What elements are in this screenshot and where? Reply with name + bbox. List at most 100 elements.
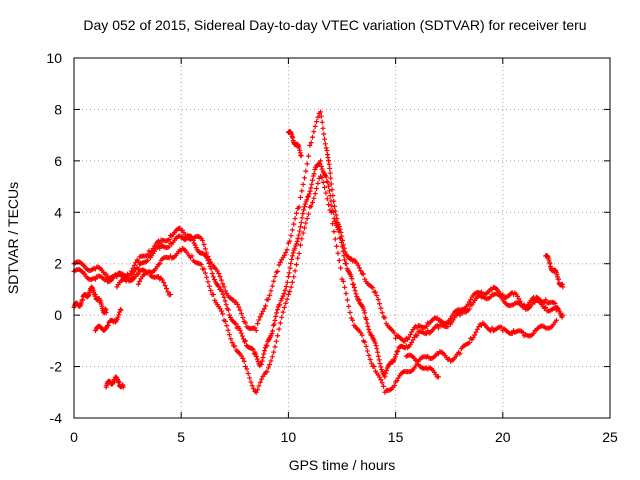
data-point: [202, 246, 208, 252]
data-point: [253, 351, 259, 357]
data-point: [395, 348, 401, 354]
data-point: [344, 297, 350, 303]
data-point: [367, 357, 373, 363]
series-arc_isolated: [103, 374, 126, 390]
data-point: [532, 297, 538, 303]
data-point: [229, 340, 235, 346]
data-point: [233, 321, 239, 327]
data-point: [277, 302, 283, 308]
data-point: [161, 280, 167, 286]
data-point: [254, 356, 260, 362]
data-point: [348, 273, 354, 279]
data-point: [209, 270, 215, 276]
data-point: [560, 312, 566, 318]
data-point: [282, 287, 288, 293]
data-point: [289, 227, 295, 233]
data-point: [308, 203, 314, 209]
data-point: [214, 268, 220, 274]
data-point: [208, 266, 214, 272]
data-point: [319, 119, 325, 125]
data-point: [237, 307, 243, 313]
data-point: [280, 309, 286, 315]
data-point: [320, 179, 326, 185]
data-point: [130, 265, 136, 271]
data-point: [217, 274, 223, 280]
y-tick-label: -2: [50, 359, 63, 375]
data-point: [166, 236, 172, 242]
data-point: [288, 261, 294, 267]
data-point: [261, 351, 267, 357]
data-point: [379, 310, 385, 316]
data-point: [273, 338, 279, 344]
data-point: [222, 298, 228, 304]
data-point: [342, 257, 348, 263]
data-point: [157, 240, 163, 246]
data-point: [489, 325, 495, 331]
data-point: [312, 191, 318, 197]
data-point: [359, 332, 365, 338]
data-point: [364, 320, 370, 326]
data-point: [218, 308, 224, 314]
data-point: [224, 323, 230, 329]
data-point: [310, 134, 316, 140]
data-point: [330, 221, 336, 227]
data-point: [103, 310, 109, 316]
axis-ticks: 0 5 10 15 20 25 -4 -2 0 2 4 6 8 10: [46, 50, 618, 445]
data-point: [261, 306, 267, 312]
data-point: [374, 346, 380, 352]
data-point: [265, 365, 271, 371]
data-point: [318, 109, 324, 115]
series-arc_lower_left: [71, 284, 109, 316]
data-point: [222, 318, 228, 324]
data-point: [276, 262, 282, 268]
x-tick-label: 0: [70, 429, 78, 445]
data-point: [304, 197, 310, 203]
data-point: [289, 256, 295, 262]
grid-lines: [74, 58, 610, 418]
data-point: [383, 367, 389, 373]
data-points: [71, 109, 566, 395]
data-point: [135, 281, 141, 287]
data-point: [474, 326, 480, 332]
data-point: [272, 274, 278, 280]
data-point: [210, 274, 216, 280]
data-point: [301, 225, 307, 231]
data-point: [281, 290, 287, 296]
data-point: [293, 241, 299, 247]
data-point: [322, 185, 328, 191]
data-point: [301, 207, 307, 213]
data-point: [118, 307, 124, 313]
data-point: [103, 271, 109, 277]
y-tick-label: 6: [54, 153, 62, 169]
data-point: [307, 188, 313, 194]
data-point: [321, 131, 327, 137]
data-point: [277, 320, 283, 326]
data-point: [159, 277, 165, 283]
data-point: [286, 270, 292, 276]
data-point: [255, 321, 261, 327]
data-point: [291, 274, 297, 280]
data-point: [269, 331, 275, 337]
data-point: [362, 310, 368, 316]
data-point: [163, 286, 169, 292]
data-point: [297, 242, 303, 248]
data-point: [272, 344, 278, 350]
data-point: [271, 349, 277, 355]
data-point: [314, 186, 320, 192]
data-point: [272, 317, 278, 323]
x-axis-label: GPS time / hours: [289, 457, 396, 473]
data-point: [319, 175, 325, 181]
data-point: [457, 312, 463, 318]
data-point: [312, 123, 318, 129]
data-point: [239, 333, 245, 339]
data-point: [372, 340, 378, 346]
data-point: [291, 221, 297, 227]
data-point: [407, 332, 413, 338]
data-point: [341, 245, 347, 251]
data-point: [328, 175, 334, 181]
data-point: [200, 238, 206, 244]
data-point: [129, 268, 135, 274]
data-point: [259, 358, 265, 364]
data-point: [377, 361, 383, 367]
data-point: [376, 357, 382, 363]
